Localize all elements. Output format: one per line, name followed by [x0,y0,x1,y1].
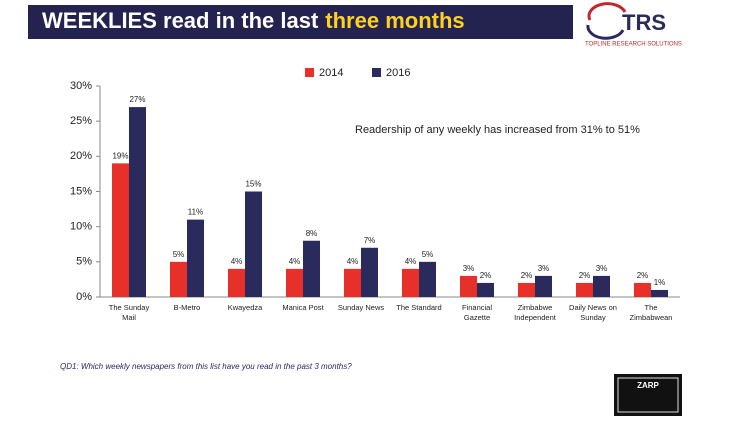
y-tick-label: 0% [76,291,92,303]
bar [187,219,204,297]
value-label: 3% [596,264,608,273]
source-logo: ZARP [637,381,659,390]
x-tick-label: Sunday News [337,303,385,312]
y-tick-label: 10% [70,221,92,233]
bar [112,163,129,297]
value-label: 3% [538,264,550,273]
value-label: 11% [188,208,203,217]
bar [477,282,494,297]
bar [170,261,187,297]
legend-swatch [372,68,381,77]
chart-title: WEEKLIES read in the last three months [42,8,465,33]
logo: TRS [622,10,666,35]
x-tick-label: The Zimbabwean [629,303,673,322]
bar [129,107,146,297]
bar [518,282,535,297]
value-label: 7% [364,236,376,245]
title-main: WEEKLIES read in the last [42,8,319,33]
value-label: 4% [405,257,417,266]
bar [535,275,552,297]
logo-subtitle: TOPLINE RESEARCH SOLUTIONS [585,42,682,48]
value-label: 2% [637,271,649,280]
y-tick-label: 30% [70,80,92,92]
source-logo-frame [617,377,679,413]
value-label: 27% [129,95,145,104]
bar [361,247,378,297]
bar [651,289,668,297]
y-tick-label: 15% [70,185,92,197]
bar [344,268,361,297]
x-tick-label: The Standard [396,303,442,312]
title-bar [28,5,573,39]
legend-label: 2016 [386,67,410,79]
bar [593,275,610,297]
logo-swoosh [586,24,625,40]
annotation: Readership of any weekly has increased f… [355,124,640,136]
value-label: 2% [521,271,533,280]
legend-label: 2014 [319,67,343,79]
y-tick-label: 20% [70,150,92,162]
value-label: 19% [112,151,128,160]
source-logo-box [614,374,682,416]
x-tick-label: Financial Gazette [461,303,492,322]
title-highlight: three months [325,8,464,33]
value-label: 5% [422,250,434,259]
x-tick-label: Daily News on Sunday [569,303,617,322]
bar [303,240,320,297]
bar [460,275,477,297]
y-tick-label: 5% [76,256,92,268]
value-label: 5% [173,250,185,259]
bar [245,191,262,297]
footnote: QD1: Which weekly newspapers from this l… [60,362,352,371]
y-tick-label: 25% [70,115,92,127]
value-label: 2% [480,271,492,280]
bar [576,282,593,297]
value-label: 15% [245,180,261,189]
value-label: 1% [654,278,666,287]
legend-swatch [305,68,314,77]
bar [402,268,419,297]
logo-swoosh [587,2,627,21]
x-tick-label: Manica Post [282,303,324,312]
bar [419,261,436,297]
x-tick-label: Zimbabwe Independent [514,303,556,322]
value-label: 4% [289,257,301,266]
x-tick-label: The Sunday Mail [108,303,150,322]
value-label: 4% [347,257,359,266]
x-tick-label: B-Metro [173,303,201,312]
value-label: 2% [579,271,591,280]
bar [228,268,245,297]
bar [286,268,303,297]
value-label: 4% [231,257,243,266]
bar [634,282,651,297]
x-tick-label: Kwayedza [227,303,263,312]
value-label: 3% [463,264,475,273]
value-label: 8% [306,229,318,238]
